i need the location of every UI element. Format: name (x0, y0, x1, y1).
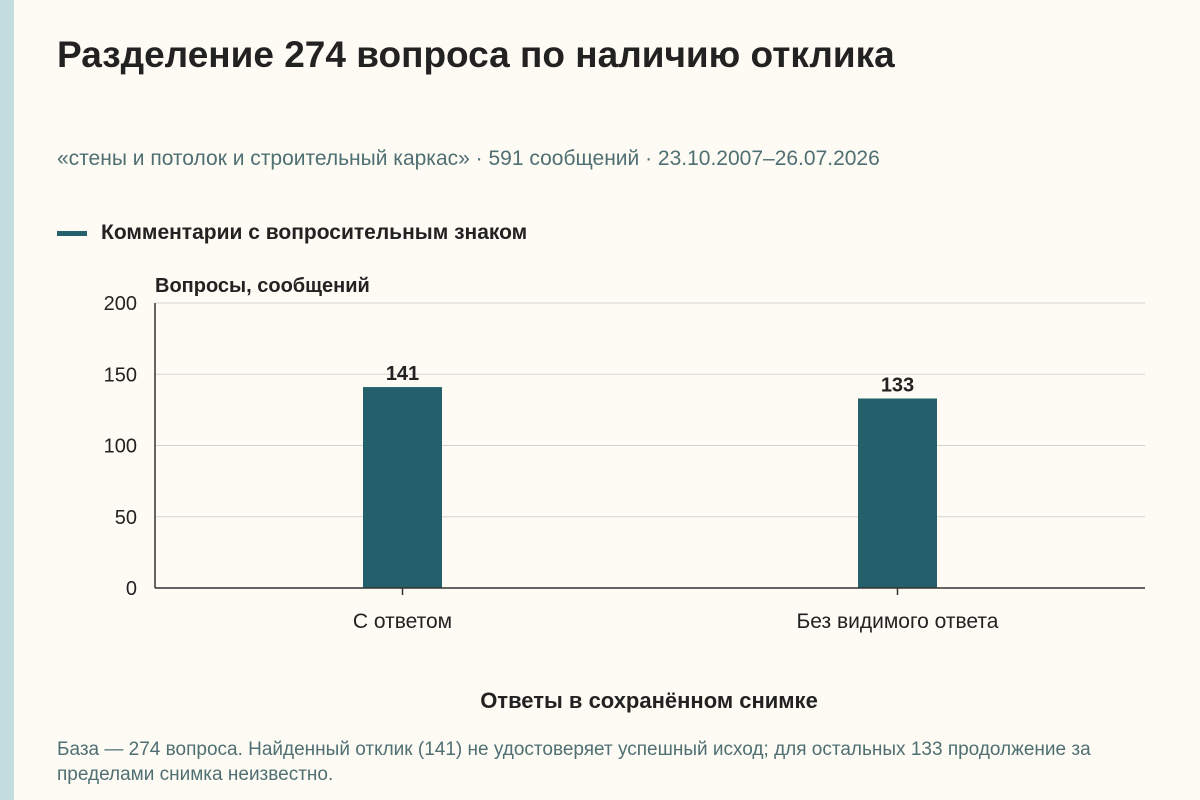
data-label: 141 (386, 363, 419, 385)
y-tick-label: 50 (115, 507, 137, 529)
label-layer: 0 50 100 150 200 141 С ответом 133 Без видимого … (104, 293, 999, 633)
axis-layer (154, 303, 1145, 595)
y-tick-label: 150 (104, 364, 137, 386)
bar (858, 398, 937, 588)
y-tick-label: 0 (126, 578, 137, 600)
chart-subtitle: «стены и потолок и строительный каркас» … (57, 147, 880, 170)
bar (363, 387, 442, 588)
bar-layer (363, 387, 937, 588)
legend-swatch (57, 230, 87, 236)
data-label: 133 (881, 374, 914, 396)
x-tick-label: Без видимого ответа (797, 610, 999, 633)
grid-layer (155, 302, 1145, 518)
y-tick-label: 200 (104, 293, 137, 315)
footnote: База — 274 вопроса. Найденный отклик (14… (57, 739, 1091, 785)
legend: Комментарии с вопросительным знаком (57, 219, 527, 247)
bar-chart: 0 50 100 150 200 141 С ответом 133 Без видимого … (104, 275, 1145, 713)
chart-title: Разделение 274 вопроса по наличию отклик… (57, 34, 895, 75)
x-axis-title: Ответы в сохранённом снимке (480, 688, 818, 713)
accent-stripe (0, 0, 14, 800)
x-tick-label: С ответом (353, 610, 452, 633)
legend-label: Комментарии с вопросительным знаком (101, 221, 528, 244)
y-axis-title: Вопросы, сообщений (155, 275, 370, 297)
y-tick-label: 100 (104, 436, 137, 458)
